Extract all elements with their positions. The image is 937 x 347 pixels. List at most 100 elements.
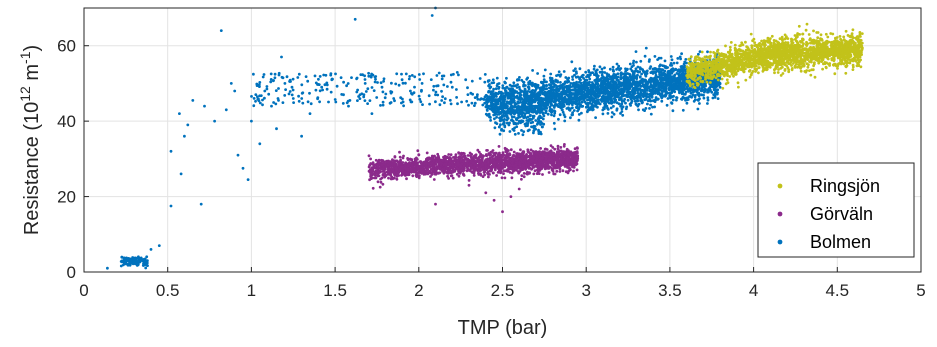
data-point [462, 174, 466, 177]
data-point [545, 84, 548, 88]
data-point [369, 172, 373, 176]
data-point [477, 171, 480, 175]
data-point [433, 169, 437, 173]
data-point [526, 150, 530, 154]
data-point [552, 165, 556, 169]
data-point [408, 161, 411, 164]
data-point [489, 119, 492, 122]
data-point [637, 81, 641, 85]
data-point [433, 172, 437, 176]
data-point [503, 176, 507, 180]
data-point [607, 93, 610, 97]
data-point [380, 163, 384, 167]
data-point [670, 58, 674, 62]
data-point [685, 101, 689, 105]
data-point [454, 156, 458, 159]
data-point [566, 160, 569, 164]
data-point [548, 93, 551, 97]
data-point [394, 169, 398, 173]
data-point [561, 110, 565, 114]
data-point [554, 158, 557, 161]
data-point [382, 170, 385, 173]
data-point [600, 80, 603, 84]
data-point [429, 175, 432, 178]
data-point [536, 150, 540, 154]
data-point [479, 160, 482, 164]
data-point [653, 55, 657, 58]
data-point [513, 89, 516, 93]
data-point [553, 127, 557, 131]
data-point [531, 69, 534, 72]
data-point [576, 104, 579, 108]
data-point [475, 157, 478, 160]
data-point [441, 170, 444, 173]
data-point [517, 101, 520, 105]
data-point [628, 78, 631, 82]
data-point [643, 98, 647, 102]
data-point [500, 176, 504, 180]
data-point [466, 167, 470, 171]
data-point [434, 167, 437, 170]
data-point [552, 82, 556, 85]
data-point [564, 170, 568, 174]
data-point [575, 155, 579, 159]
data-point [434, 161, 437, 165]
data-point [474, 154, 477, 157]
data-point [402, 154, 405, 158]
data-point [519, 90, 523, 94]
data-point [544, 111, 548, 115]
data-point [401, 170, 405, 174]
data-point [416, 171, 419, 175]
data-point [666, 97, 670, 100]
data-point [540, 81, 544, 85]
data-point [530, 163, 534, 167]
data-point [403, 166, 407, 170]
data-point [492, 171, 495, 175]
data-point [584, 70, 588, 74]
data-point [623, 82, 627, 86]
data-point [374, 158, 378, 162]
data-point [562, 154, 566, 158]
data-point [533, 162, 537, 165]
data-point [545, 94, 548, 97]
data-point [652, 67, 656, 71]
data-point [388, 166, 391, 170]
data-point [567, 106, 570, 110]
data-point [493, 168, 497, 172]
data-point [592, 104, 596, 107]
data-point [521, 100, 525, 104]
data-point [556, 147, 560, 151]
data-point [528, 171, 531, 175]
data-point [508, 100, 512, 104]
data-point [696, 107, 700, 111]
data-point [528, 79, 532, 83]
data-point [477, 150, 481, 154]
data-point [706, 102, 709, 105]
data-point [501, 84, 505, 87]
data-point [648, 107, 651, 110]
data-point [482, 154, 485, 158]
data-point [517, 97, 521, 101]
data-point [495, 95, 498, 98]
data-point [610, 111, 614, 114]
data-point [577, 118, 581, 122]
data-point [626, 67, 629, 71]
data-point [551, 169, 555, 173]
data-point [669, 83, 672, 86]
data-point [603, 66, 606, 70]
data-point [492, 198, 496, 202]
data-point [484, 162, 487, 166]
data-point [426, 172, 430, 176]
data-point [508, 152, 511, 156]
data-point [675, 61, 679, 65]
data-point [546, 112, 550, 116]
data-point [400, 173, 404, 177]
data-point [702, 96, 706, 100]
data-point [555, 86, 558, 90]
data-point [657, 67, 661, 71]
data-point [504, 89, 508, 93]
data-point [598, 92, 602, 95]
data-point [626, 98, 630, 102]
data-point [367, 169, 371, 173]
data-point [511, 159, 515, 163]
